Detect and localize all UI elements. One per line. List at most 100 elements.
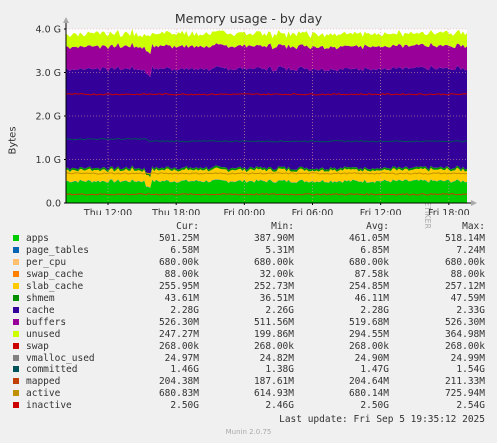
legend-cur: 43.61M <box>164 292 199 304</box>
x-tick-label-5: Fri 18:00 <box>428 208 470 215</box>
area-slab_cache <box>66 167 467 188</box>
legend-min: 199.86M <box>253 328 294 340</box>
legend-min: 614.93M <box>253 388 294 400</box>
legend-max: 2.33G <box>456 304 485 316</box>
y-tick-label-1: 1.0 G <box>36 155 62 166</box>
legend-min: 5.31M <box>265 244 294 256</box>
legend-min: 36.51M <box>259 292 294 304</box>
legend-cur: 501.25M <box>158 233 199 244</box>
legend-header-avg: Avg: <box>366 221 389 232</box>
line-active <box>65 172 468 175</box>
legend-max: 518.14M <box>444 233 485 244</box>
legend-min: 2.46G <box>265 400 294 412</box>
legend-name: per_cpu <box>26 256 67 268</box>
y-tick-label-2: 2.0 G <box>36 112 62 123</box>
legend-name: page_tables <box>26 244 89 256</box>
legend-name: cache <box>26 304 55 316</box>
legend-max: 1.54G <box>456 364 485 376</box>
legend-max: 24.99M <box>450 352 485 364</box>
legend-cur: 247.27M <box>158 328 199 340</box>
legend-swatch <box>13 306 19 313</box>
legend-swatch <box>13 342 19 349</box>
legend-cur: 255.95M <box>158 280 199 292</box>
legend-avg: 268.00k <box>348 340 389 352</box>
legend-row: swap 268.00k 268.00k 268.00k 268.00k <box>0 341 497 353</box>
legend-swatch <box>13 270 19 277</box>
last-update: Last update: Fri Sep 5 19:35:12 2025 <box>279 414 485 425</box>
legend-cur: 6.58M <box>170 244 199 256</box>
legend-swatch <box>13 294 19 301</box>
legend-cur: 268.00k <box>158 340 199 352</box>
legend-swatch <box>13 402 19 409</box>
legend-header-max: Max: <box>462 221 485 232</box>
legend-max: 88.00k <box>450 268 485 280</box>
line-committed <box>65 137 468 143</box>
legend-min: 2.26G <box>265 304 294 316</box>
area-shmem <box>66 165 467 178</box>
legend-min: 268.00k <box>253 340 294 352</box>
legend-row: committed 1.46G 1.38G 1.47G 1.54G <box>0 364 497 376</box>
legend-avg: 680.00k <box>348 256 389 268</box>
legend-max: 268.00k <box>444 340 485 352</box>
legend-cur: 24.97M <box>164 352 199 364</box>
legend-avg: 204.64M <box>348 376 389 388</box>
legend-name: committed <box>26 364 78 376</box>
legend-avg: 24.90M <box>354 352 389 364</box>
legend-min: 24.82M <box>259 352 294 364</box>
legend-name: unused <box>26 328 61 340</box>
legend-min: 1.38G <box>265 364 294 376</box>
legend-avg: 680.14M <box>348 388 389 400</box>
legend-min: 187.61M <box>253 376 294 388</box>
legend-swatch <box>13 366 19 373</box>
legend-row: apps 501.25M 387.90M 461.05M 518.14M <box>0 233 497 245</box>
legend-min: 387.90M <box>253 233 294 244</box>
legend-row: buffers 526.30M 511.56M 519.68M 526.30M <box>0 317 497 329</box>
legend-min: 680.00k <box>253 256 294 268</box>
legend-header-min: Min: <box>271 221 294 232</box>
legend-avg: 1.47G <box>360 364 389 376</box>
legend-name: mapped <box>26 376 61 388</box>
legend-max: 7.24M <box>456 244 485 256</box>
y-tick-label-0: 0.0 <box>46 199 61 210</box>
legend-max: 680.00k <box>444 256 485 268</box>
legend-row: active 680.83M 614.93M 680.14M 725.94M <box>0 388 497 400</box>
x-tick-label-3: Fri 06:00 <box>292 208 334 215</box>
legend-cur: 1.46G <box>170 364 199 376</box>
legend-row: unused 247.27M 199.86M 294.55M 364.98M <box>0 329 497 341</box>
legend-row: shmem 43.61M 36.51M 46.11M 47.59M <box>0 293 497 305</box>
legend-max: 526.30M <box>444 316 485 328</box>
line-inactive <box>65 93 468 96</box>
legend-swatch <box>13 378 19 385</box>
legend-cur: 204.38M <box>158 376 199 388</box>
legend-name: shmem <box>26 292 55 304</box>
legend-avg: 46.11M <box>354 292 389 304</box>
legend-name: slab_cache <box>26 280 84 292</box>
plot-area: 0.0 1.0 G 2.0 G 3.0 G 4.0 G Thu 12:00 Thu 18:0… <box>36 17 477 215</box>
legend-cur: 680.83M <box>158 388 199 400</box>
legend-swatch <box>13 390 19 397</box>
legend-cur: 2.28G <box>170 304 199 316</box>
x-tick-label-4: Fri 12:00 <box>360 208 402 215</box>
legend-name: vmalloc_used <box>26 352 95 364</box>
area-buffers <box>66 42 467 78</box>
y-tick-label-3: 3.0 G <box>36 68 62 79</box>
y-axis-arrow <box>63 17 69 23</box>
legend-avg: 87.58k <box>354 268 389 280</box>
x-axis-arrow <box>471 200 477 206</box>
legend-swatch <box>13 282 19 289</box>
legend-row: slab_cache 255.95M 252.73M 254.85M 257.12M <box>0 281 497 293</box>
legend-max: 725.94M <box>444 388 485 400</box>
legend-avg: 2.50G <box>360 400 389 412</box>
legend-row: vmalloc_used 24.97M 24.82M 24.90M 24.99M <box>0 353 497 365</box>
legend-row: page_tables 6.58M 5.31M 6.85M 7.24M <box>0 245 497 257</box>
legend-swatch <box>13 354 19 361</box>
legend-max: 2.54G <box>456 400 485 412</box>
legend-swatch <box>13 330 19 337</box>
legend-avg: 294.55M <box>348 328 389 340</box>
x-tick-label-1: Thu 18:00 <box>151 208 200 215</box>
x-tick-label-2: Fri 00:00 <box>223 208 265 215</box>
legend-min: 32.00k <box>259 268 294 280</box>
legend-swatch <box>13 318 19 325</box>
y-tick-label-4: 4.0 G <box>36 25 62 36</box>
